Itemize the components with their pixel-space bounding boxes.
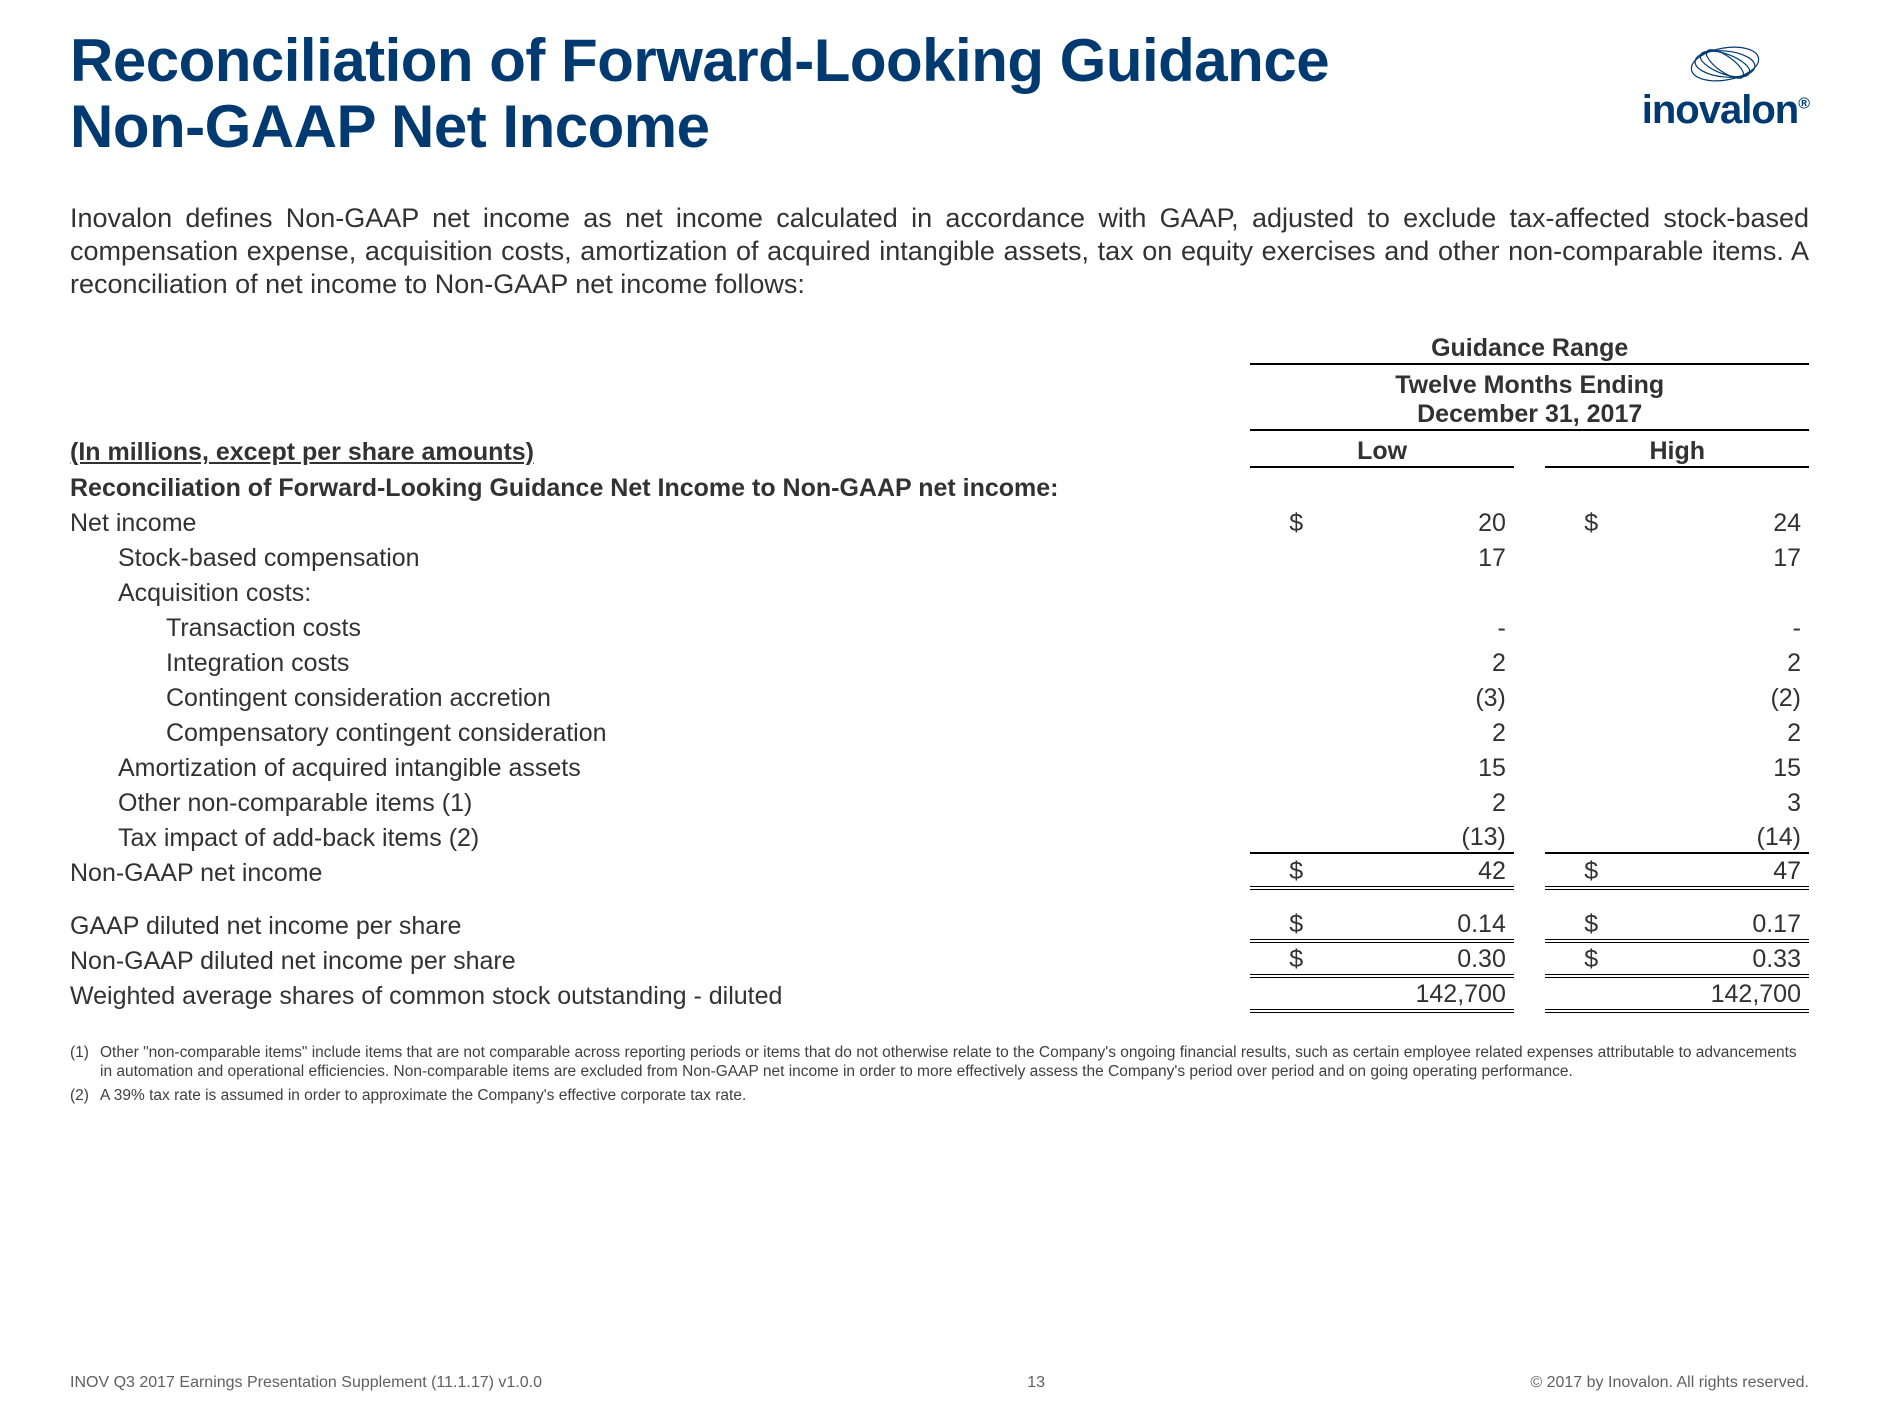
value-high [1598, 573, 1809, 608]
footer-left: INOV Q3 2017 Earnings Presentation Suppl… [70, 1374, 542, 1392]
currency-symbol [1545, 643, 1598, 678]
value-high: - [1598, 608, 1809, 643]
value-low: 2 [1303, 713, 1514, 748]
currency-symbol: $ [1545, 853, 1598, 888]
value-low: 2 [1303, 783, 1514, 818]
value-low [1303, 573, 1514, 608]
value-high: 17 [1598, 538, 1809, 573]
hdr-low: Low [1250, 430, 1513, 467]
value-high: 3 [1598, 783, 1809, 818]
row-label: Tax impact of add-back items (2) [70, 818, 1250, 853]
currency-symbol [1250, 538, 1303, 573]
hdr-high: High [1545, 430, 1809, 467]
value-high: 47 [1598, 853, 1809, 888]
currency-symbol [1545, 783, 1598, 818]
value-low: 20 [1303, 503, 1514, 538]
row-label: Amortization of acquired intangible asse… [70, 748, 1250, 783]
footnote-num: (2) [70, 1086, 100, 1105]
footnote-num: (1) [70, 1043, 100, 1082]
currency-symbol [1545, 748, 1598, 783]
currency-symbol: $ [1250, 853, 1303, 888]
hdr-period: Twelve Months Ending December 31, 2017 [1250, 364, 1809, 430]
footnote-text: A 39% tax rate is assumed in order to ap… [100, 1086, 746, 1105]
value-high: 2 [1598, 713, 1809, 748]
value-low: (13) [1303, 818, 1514, 853]
currency-symbol [1250, 818, 1303, 853]
value-low: 0.30 [1303, 941, 1514, 976]
page-number: 13 [1027, 1374, 1045, 1392]
row-label: Transaction costs [70, 608, 1250, 643]
value-low: 15 [1303, 748, 1514, 783]
row-label: GAAP diluted net income per share [70, 906, 1250, 941]
row-label: Acquisition costs: [70, 573, 1250, 608]
logo-swirl-icon [1681, 34, 1769, 88]
row-label: Compensatory contingent consideration [70, 713, 1250, 748]
reconciliation-table: Guidance Range Twelve Months Ending Dece… [70, 329, 1809, 1013]
value-high: 0.17 [1598, 906, 1809, 941]
footnotes: (1)Other "non-comparable items" include … [70, 1043, 1809, 1105]
row-label: Integration costs [70, 643, 1250, 678]
value-high: 142,700 [1598, 976, 1809, 1011]
currency-symbol [1250, 748, 1303, 783]
row-label: Stock-based compensation [70, 538, 1250, 573]
value-low: 17 [1303, 538, 1514, 573]
currency-symbol [1545, 713, 1598, 748]
currency-symbol [1250, 643, 1303, 678]
currency-symbol [1250, 573, 1303, 608]
value-high: (14) [1598, 818, 1809, 853]
value-low: 142,700 [1303, 976, 1514, 1011]
section-title: Reconciliation of Forward-Looking Guidan… [70, 467, 1809, 503]
currency-symbol [1545, 976, 1598, 1011]
row-label: Contingent consideration accretion [70, 678, 1250, 713]
currency-symbol: $ [1250, 906, 1303, 941]
logo-text: inovalon [1642, 88, 1798, 132]
row-label: Other non-comparable items (1) [70, 783, 1250, 818]
currency-symbol [1545, 818, 1598, 853]
company-logo: inovalon® [1642, 34, 1809, 133]
title-line1: Reconciliation of Forward-Looking Guidan… [70, 27, 1329, 94]
intro-paragraph: Inovalon defines Non-GAAP net income as … [70, 202, 1809, 301]
title-line2: Non-GAAP Net Income [70, 93, 709, 160]
value-high: 2 [1598, 643, 1809, 678]
currency-symbol [1545, 538, 1598, 573]
currency-symbol [1545, 573, 1598, 608]
currency-symbol [1250, 678, 1303, 713]
row-label: Net income [70, 503, 1250, 538]
currency-symbol [1250, 608, 1303, 643]
hdr-units: (In millions, except per share amounts) [70, 430, 1250, 467]
value-low: 2 [1303, 643, 1514, 678]
value-high: 0.33 [1598, 941, 1809, 976]
currency-symbol [1250, 976, 1303, 1011]
value-high: (2) [1598, 678, 1809, 713]
value-high: 24 [1598, 503, 1809, 538]
currency-symbol [1545, 608, 1598, 643]
value-low: (3) [1303, 678, 1514, 713]
currency-symbol: $ [1545, 941, 1598, 976]
row-label: Non-GAAP net income [70, 853, 1250, 888]
currency-symbol: $ [1250, 941, 1303, 976]
currency-symbol: $ [1545, 503, 1598, 538]
row-label: Weighted average shares of common stock … [70, 976, 1250, 1011]
currency-symbol: $ [1545, 906, 1598, 941]
page-title: Reconciliation of Forward-Looking Guidan… [70, 28, 1329, 160]
currency-symbol: $ [1250, 503, 1303, 538]
currency-symbol [1545, 678, 1598, 713]
footer-right: © 2017 by Inovalon. All rights reserved. [1530, 1374, 1809, 1392]
footnote-text: Other "non-comparable items" include ite… [100, 1043, 1809, 1082]
value-low: - [1303, 608, 1514, 643]
slide-footer: INOV Q3 2017 Earnings Presentation Suppl… [70, 1374, 1809, 1392]
value-high: 15 [1598, 748, 1809, 783]
currency-symbol [1250, 783, 1303, 818]
value-low: 42 [1303, 853, 1514, 888]
currency-symbol [1250, 713, 1303, 748]
value-low: 0.14 [1303, 906, 1514, 941]
row-label: Non-GAAP diluted net income per share [70, 941, 1250, 976]
hdr-guidance-range: Guidance Range [1250, 329, 1809, 364]
registered-mark: ® [1798, 96, 1809, 113]
